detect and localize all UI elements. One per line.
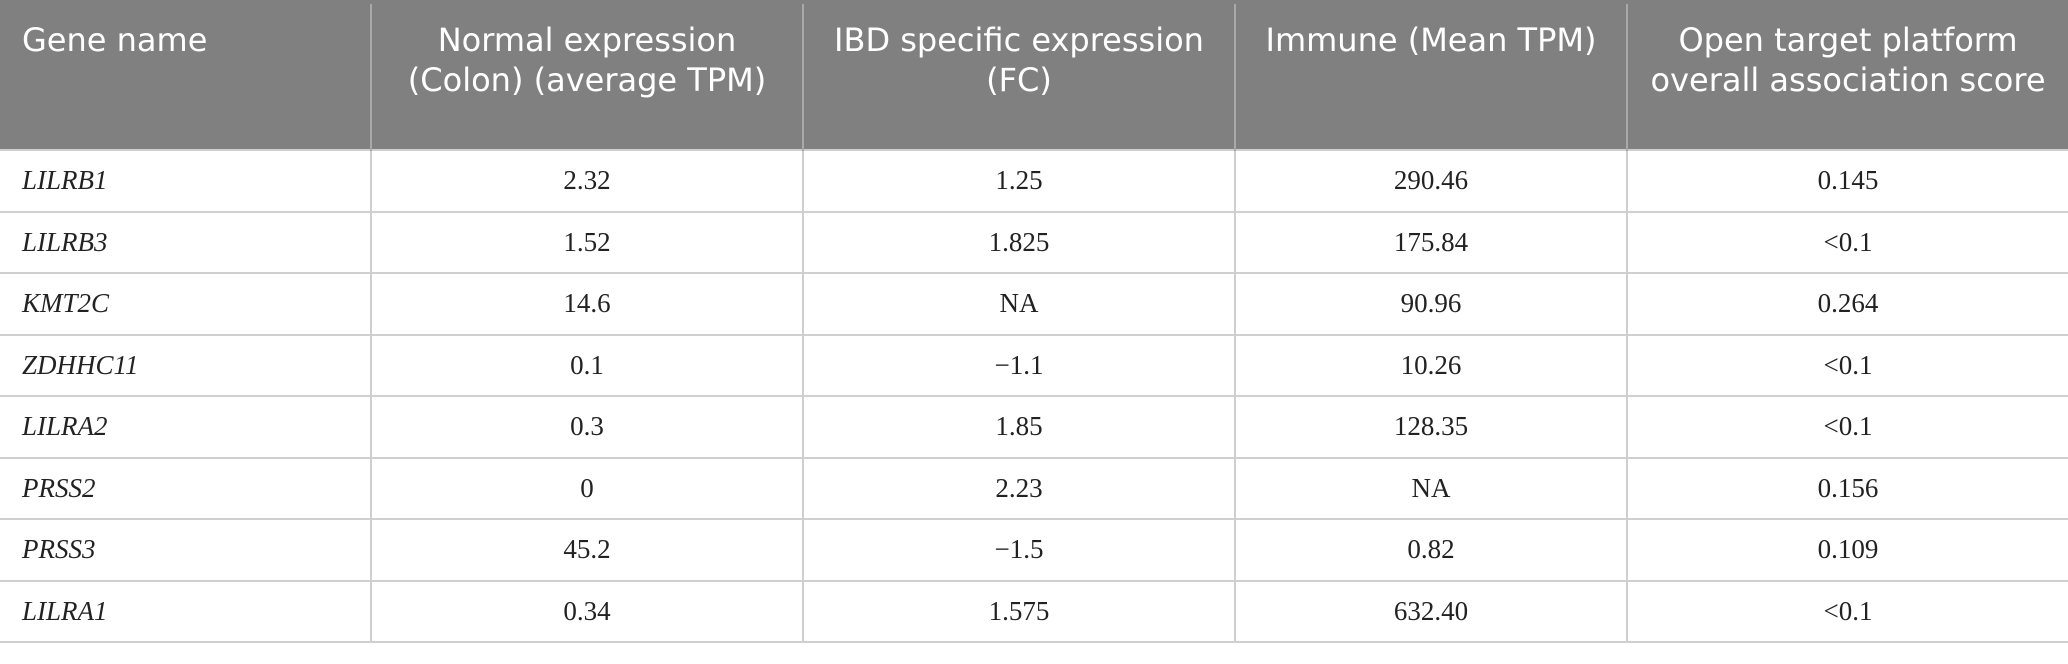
gene-name-cell: LILRA1 (0, 579, 371, 643)
ibd-expression-cell: 2.23 (802, 456, 1235, 519)
gene-name-cell: ZDHHC11 (0, 333, 371, 396)
header-open-target-score: Open target platform overall association… (1626, 0, 2068, 150)
normal-expression-cell: 45.2 (370, 518, 803, 581)
header-row: Gene name Normal expression (Colon) (ave… (0, 0, 2068, 150)
immune-cell: 0.82 (1234, 518, 1627, 581)
immune-cell: 175.84 (1234, 210, 1627, 273)
ibd-expression-cell: 1.825 (802, 210, 1235, 273)
table-body: LILRB1 2.32 1.25 290.46 0.145 LILRB3 1.5… (0, 149, 2068, 643)
ibd-expression-cell: −1.1 (802, 333, 1235, 396)
immune-cell: NA (1234, 456, 1627, 519)
association-score-cell: 0.109 (1626, 518, 2068, 581)
association-score-cell: <0.1 (1626, 579, 2068, 643)
gene-name-cell: PRSS2 (0, 456, 371, 519)
table-row: KMT2C 14.6 NA 90.96 0.264 (0, 272, 2068, 335)
gene-name-cell: LILRB1 (0, 149, 371, 212)
table-row: PRSS3 45.2 −1.5 0.82 0.109 (0, 518, 2068, 581)
ibd-expression-cell: 1.25 (802, 149, 1235, 212)
ibd-expression-cell: 1.575 (802, 579, 1235, 643)
table-row: ZDHHC11 0.1 −1.1 10.26 <0.1 (0, 333, 2068, 396)
table-row: LILRA1 0.34 1.575 632.40 <0.1 (0, 579, 2068, 643)
header-immune: Immune (Mean TPM) (1234, 0, 1627, 150)
table-header: Gene name Normal expression (Colon) (ave… (0, 0, 2068, 150)
gene-expression-table-container: Gene name Normal expression (Colon) (ave… (0, 0, 2068, 643)
table-row: LILRB1 2.32 1.25 290.46 0.145 (0, 149, 2068, 212)
table-row: PRSS2 0 2.23 NA 0.156 (0, 456, 2068, 519)
immune-cell: 632.40 (1234, 579, 1627, 643)
immune-cell: 90.96 (1234, 272, 1627, 335)
table-row: LILRB3 1.52 1.825 175.84 <0.1 (0, 210, 2068, 273)
gene-name-cell: KMT2C (0, 272, 371, 335)
gene-name-cell: PRSS3 (0, 518, 371, 581)
association-score-cell: <0.1 (1626, 395, 2068, 458)
ibd-expression-cell: −1.5 (802, 518, 1235, 581)
association-score-cell: 0.156 (1626, 456, 2068, 519)
normal-expression-cell: 0.34 (370, 579, 803, 643)
gene-name-cell: LILRB3 (0, 210, 371, 273)
header-normal-expression: Normal expression (Colon) (average TPM) (370, 0, 803, 150)
ibd-expression-cell: 1.85 (802, 395, 1235, 458)
immune-cell: 10.26 (1234, 333, 1627, 396)
immune-cell: 128.35 (1234, 395, 1627, 458)
association-score-cell: <0.1 (1626, 210, 2068, 273)
normal-expression-cell: 0.1 (370, 333, 803, 396)
normal-expression-cell: 0.3 (370, 395, 803, 458)
ibd-expression-cell: NA (802, 272, 1235, 335)
normal-expression-cell: 14.6 (370, 272, 803, 335)
header-gene-name: Gene name (0, 0, 371, 150)
gene-expression-table: Gene name Normal expression (Colon) (ave… (0, 0, 2068, 643)
gene-name-cell: LILRA2 (0, 395, 371, 458)
association-score-cell: 0.264 (1626, 272, 2068, 335)
normal-expression-cell: 1.52 (370, 210, 803, 273)
table-row: LILRA2 0.3 1.85 128.35 <0.1 (0, 395, 2068, 458)
normal-expression-cell: 2.32 (370, 149, 803, 212)
immune-cell: 290.46 (1234, 149, 1627, 212)
association-score-cell: <0.1 (1626, 333, 2068, 396)
header-ibd-specific-expression: IBD specific expression (FC) (802, 0, 1235, 150)
normal-expression-cell: 0 (370, 456, 803, 519)
association-score-cell: 0.145 (1626, 149, 2068, 212)
